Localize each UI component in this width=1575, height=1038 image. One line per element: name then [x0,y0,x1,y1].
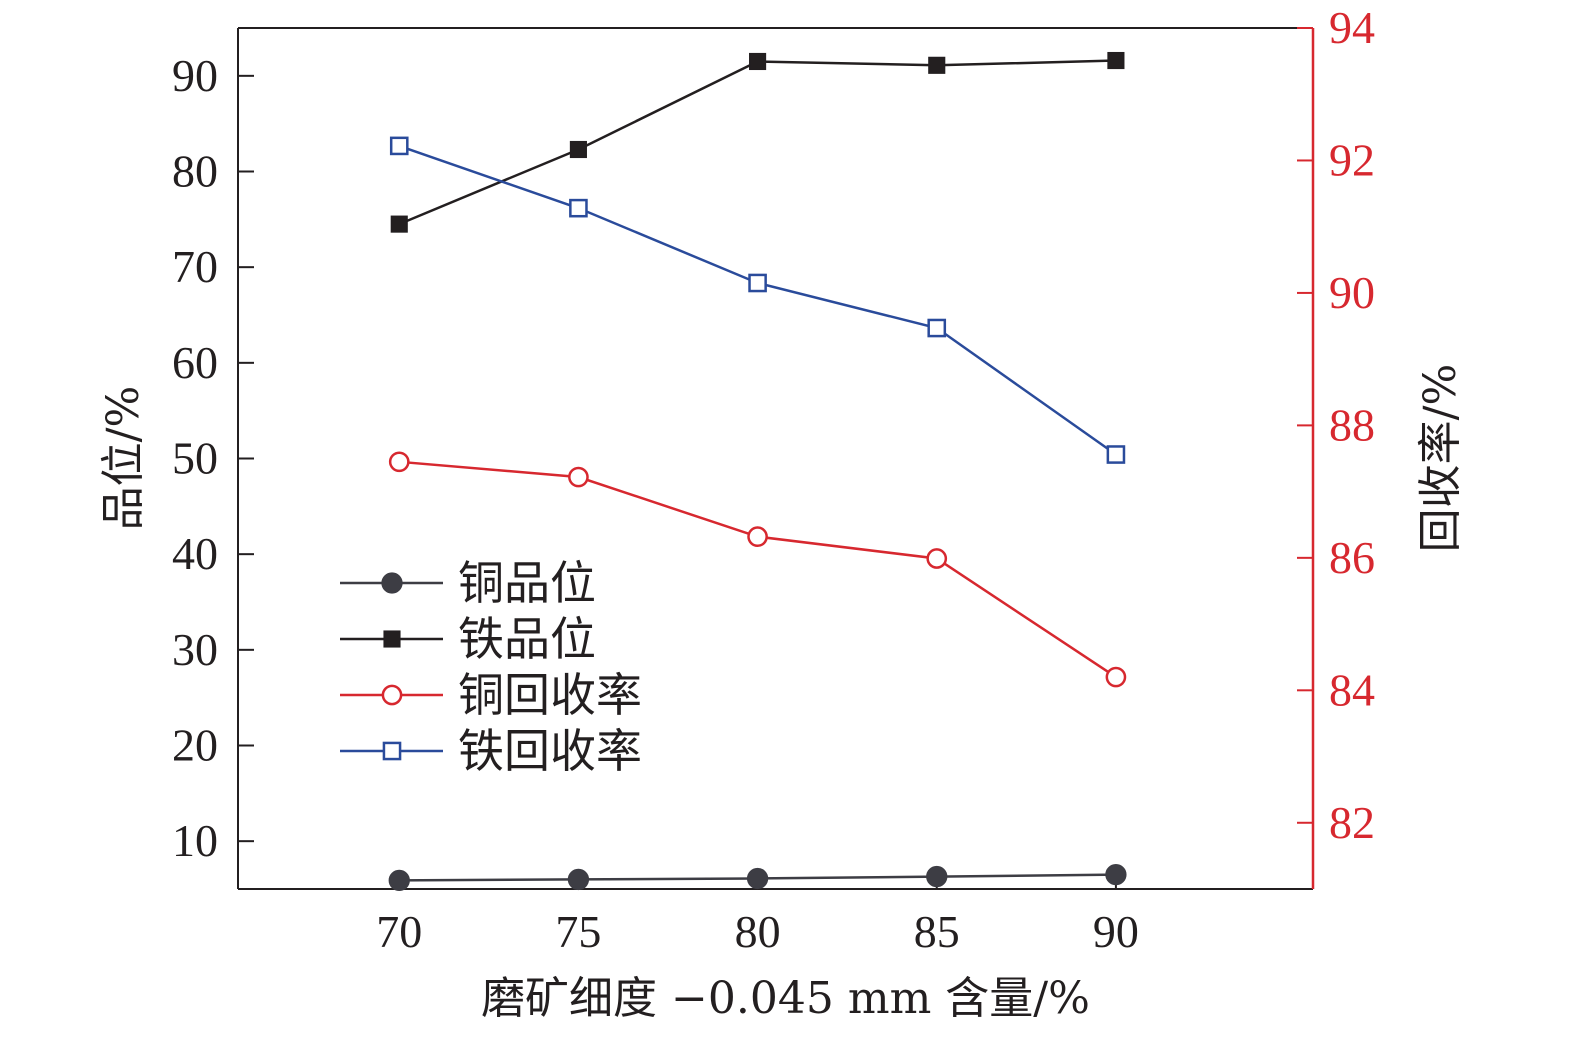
data-point [926,865,948,888]
legend-label: 铁品位 [458,612,596,666]
data-point [928,56,946,74]
legend-marker [383,630,401,648]
right-tick-label: 86 [1329,532,1375,583]
x-axis-ticks: 70 75 80 85 90 [376,873,1139,957]
x-tick-label: 70 [376,906,422,957]
legend-marker [381,684,403,706]
right-tick-label: 90 [1329,267,1375,318]
data-point [926,548,948,569]
left-tick-label: 90 [172,50,218,101]
data-point [1105,666,1127,688]
legend-label: 铁回收率 [458,724,642,778]
series-line [398,144,1117,456]
data-point [746,867,769,890]
x-tick-label: 85 [914,906,960,957]
x-tick-label: 90 [1093,906,1139,957]
legend-label: 铜回收率 [458,668,642,722]
legend-item: 铁回收率 [340,724,642,778]
legend-marker [381,572,403,594]
legend-item: 铜品位 [340,556,596,610]
legend-item: 铜回收率 [340,668,642,722]
right-axis-ticks: 82 84 86 88 90 92 94 [1297,2,1375,848]
legend-item: 铁品位 [340,612,596,666]
series-3 [388,451,1127,688]
left-tick-label: 80 [172,146,218,197]
series-line [398,59,1116,226]
x-tick-label: 75 [555,906,601,957]
left-axis-ticks: 10 20 30 40 50 60 70 80 90 [172,50,254,866]
series-4 [389,136,1126,464]
data-point [1105,864,1127,886]
data-point [569,140,587,159]
series-1 [388,864,1127,892]
data-point [568,466,589,488]
left-tick-label: 20 [172,720,218,771]
data-point [388,451,410,473]
right-tick-label: 82 [1329,797,1375,848]
data-point [390,215,408,233]
left-tick-label: 70 [172,241,218,292]
data-point [569,198,588,218]
data-point [747,526,768,548]
data-point [1106,445,1126,464]
x-axis-title: 磨矿细度 −0.045 mm 含量/% [481,973,1090,1024]
series-2 [390,51,1125,233]
left-tick-label: 10 [172,815,218,866]
left-tick-label: 60 [172,337,218,388]
data-point [389,136,409,156]
right-tick-label: 94 [1329,2,1375,53]
data-point [567,868,590,891]
right-tick-label: 88 [1329,399,1375,450]
legend-marker [382,741,402,761]
y-axis-left-title: 品位/% [98,386,149,531]
legend-label: 铜品位 [458,556,596,610]
data-point [1107,51,1125,70]
right-tick-label: 84 [1329,664,1375,715]
left-tick-label: 30 [172,624,218,675]
left-tick-label: 50 [172,433,218,484]
series-layer [388,51,1127,892]
data-point [748,273,767,293]
data-point [927,318,947,338]
right-tick-label: 92 [1329,134,1375,185]
data-point [388,869,410,892]
y-axis-right-title: 回收率/% [1415,364,1466,553]
data-point [749,52,767,71]
left-tick-label: 40 [172,528,218,579]
x-tick-label: 80 [735,906,781,957]
